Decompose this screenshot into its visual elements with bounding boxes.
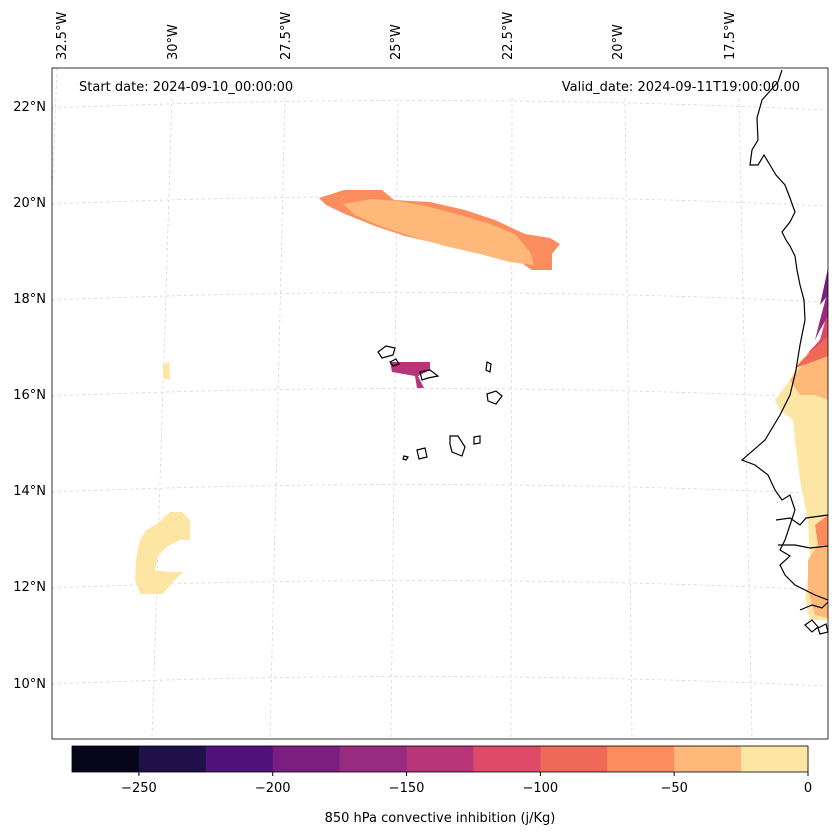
colorbar-segment: [272, 746, 341, 772]
lat-label-22n: 22°N: [13, 100, 46, 115]
island-boa-vista: [486, 390, 503, 405]
lat-label-20n: 20°N: [13, 196, 46, 211]
colorbar-tick-label: −200: [255, 781, 291, 796]
colorbar-segment: [406, 746, 474, 772]
lat-label-14n: 14°N: [13, 484, 46, 499]
lat-label-18n: 18°N: [13, 292, 46, 307]
parallel-14n: [51, 484, 829, 495]
valid-date-label: Valid_date: 2024-09-11T19:00:00.00: [562, 80, 800, 95]
colorbar-segment: [138, 746, 207, 772]
latitude-labels: 22°N 20°N 18°N 16°N 14°N 12°N 10°N: [13, 100, 46, 692]
coast-detail-senegal: [775, 514, 829, 526]
contour-east-band-3: [806, 310, 828, 355]
coast-detail-guinea: [799, 601, 829, 611]
colorbar-tick-label: −50: [660, 781, 687, 796]
colorbar-tick-label: −250: [121, 781, 157, 796]
meridian-32-5w: [51, 67, 58, 201]
lat-label-16n: 16°N: [13, 388, 46, 403]
parallel-22n: [51, 100, 829, 111]
island-brava: [402, 455, 409, 461]
meridian-20w: [624, 97, 633, 740]
parallel-18n: [51, 292, 829, 303]
lon-label-17-5w: 17.5°W: [723, 12, 738, 60]
lon-label-27-5w: 27.5°W: [279, 12, 294, 60]
lat-label-12n: 12°N: [13, 580, 46, 595]
colorbar: −250 −200 −150 −100 −50 0: [71, 745, 812, 796]
lon-label-20w: 20°W: [611, 24, 626, 60]
island-fogo: [416, 447, 428, 460]
colorbar-segment: [72, 746, 140, 772]
parallel-10n: [51, 676, 829, 687]
contour-east-band-south-2: [815, 515, 828, 545]
lon-label-22-5w: 22.5°W: [501, 12, 516, 60]
contour-band-north-inner: [343, 199, 534, 265]
colorbar-segment: [540, 746, 608, 772]
lon-label-25w: 25°W: [389, 24, 404, 60]
colorbar-tick-label: −100: [523, 781, 559, 796]
parallel-16n: [51, 388, 829, 399]
start-date-label: Start date: 2024-09-10_00:00:00: [79, 80, 293, 95]
lon-label-32-5w: 32.5°W: [55, 12, 70, 60]
island-sal: [485, 361, 492, 373]
colorbar-label: 850 hPa convective inhibition (j/Kg): [325, 811, 556, 826]
longitude-labels: 32.5°W 30°W 27.5°W 25°W 22.5°W 20°W 17.5…: [55, 12, 738, 60]
lat-label-10n: 10°N: [13, 677, 46, 692]
map-panel: [52, 68, 828, 739]
lon-label-30w: 30°W: [166, 24, 181, 60]
meridian-30w: [151, 97, 173, 740]
colorbar-segment: [339, 746, 408, 772]
contour-c-shape: [135, 512, 190, 594]
contour-capeverde-patch: [390, 362, 430, 388]
map-frame: [51, 67, 829, 740]
colorbar-segment: [741, 746, 809, 772]
colorbar-segment: [205, 746, 274, 772]
colorbar-border: [71, 745, 809, 773]
island-sao-nicolau: [419, 369, 440, 381]
parallel-20n: [51, 196, 829, 207]
cin-contours: [135, 190, 828, 620]
meridian-22-5w: [510, 97, 513, 740]
meridian-17-5w: [738, 97, 753, 740]
island-sao-vicente: [389, 358, 400, 367]
coast-detail-gambia: [778, 544, 829, 549]
meridian-25w: [390, 97, 399, 740]
contour-patch-west: [163, 361, 170, 380]
contour-east-band-2: [795, 330, 828, 368]
colorbar-segment: [674, 746, 742, 772]
coastlines: [377, 69, 829, 635]
colorbar-segment: [473, 746, 541, 772]
africa-coast: [740, 69, 829, 601]
colorbar-tick-label: −150: [389, 781, 425, 796]
meridian-27-5w: [269, 97, 286, 740]
colorbar-tick-label: 0: [804, 781, 812, 796]
island-maio: [473, 435, 481, 445]
island-santo-antao: [377, 345, 396, 359]
contour-east-band-5: [820, 268, 828, 305]
colorbar-segment: [607, 746, 675, 772]
contour-east-band-4: [815, 290, 828, 340]
island-santiago: [449, 435, 466, 457]
